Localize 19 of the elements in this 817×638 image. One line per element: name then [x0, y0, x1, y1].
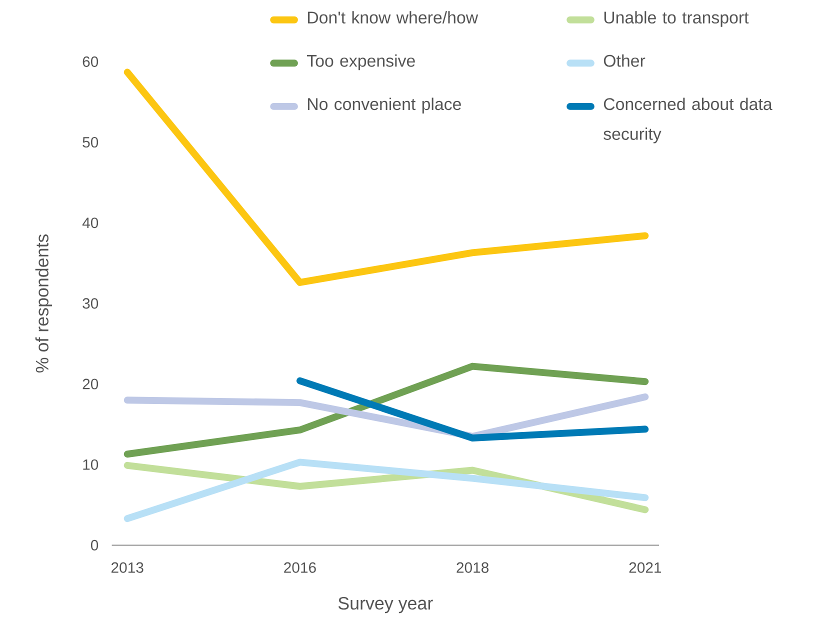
y-tick-label: 20: [82, 378, 98, 390]
legend-label: No convenient place: [308, 98, 461, 114]
legend-label: Concerned about data security: [604, 98, 772, 144]
x-tick-label: 2021: [629, 562, 662, 574]
y-axis-title: % of respondents: [35, 234, 52, 373]
y-tick-label: 50: [82, 137, 98, 148]
legend-label: Unable to transport: [604, 11, 749, 28]
legend-label: Don't know where/how: [308, 11, 478, 24]
legend-label: Too expensive: [307, 54, 415, 70]
x-axis-title: Survey year: [338, 597, 433, 614]
legend-label: Other: [604, 54, 646, 67]
x-tick-label: 2018: [456, 562, 489, 574]
y-tick-label: 40: [82, 218, 98, 228]
x-tick-label: 2016: [284, 562, 316, 574]
y-tick-label: 60: [82, 56, 98, 68]
y-tick-label: 0: [90, 540, 98, 551]
y-tick-label: 30: [82, 298, 98, 309]
y-tick-label: 10: [83, 459, 98, 470]
x-tick-label: 2013: [111, 562, 144, 574]
